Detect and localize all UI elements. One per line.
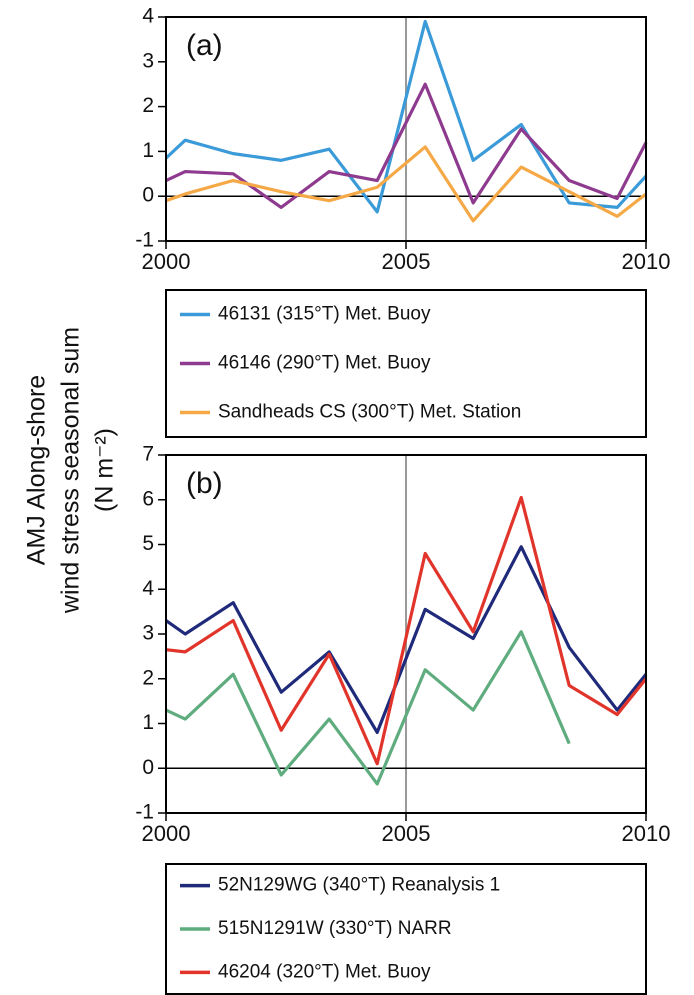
y-tick-label: 5 — [142, 532, 154, 555]
plot-frame — [165, 16, 647, 242]
data-line — [164, 19, 648, 214]
legend-label: 46131 (315°T) Met. Buoy — [218, 304, 431, 325]
y-tick-label: 2 — [142, 94, 154, 117]
legend-label: 515N1291W (330°T) NARR — [218, 918, 452, 939]
legend-label: 46146 (290°T) Met. Buoy — [218, 353, 431, 374]
data-line — [165, 82, 648, 209]
y-tick-label: -1 — [135, 801, 154, 824]
legend-box — [165, 863, 647, 995]
legend-label: 46204 (320°T) Met. Buoy — [218, 961, 431, 982]
y-axis-title: AMJ Along-shore wind stress seasonal sum… — [23, 327, 119, 614]
y-tick-label: -1 — [135, 229, 154, 252]
x-tick-label: 2000 — [142, 249, 191, 274]
y-axis-title-line: wind stress seasonal sum — [57, 327, 85, 614]
legend-box — [165, 289, 647, 438]
legend-label: Sandheads CS (300°T) Met. Station — [218, 402, 521, 423]
y-axis-title-line: AMJ Along-shore — [23, 375, 51, 565]
y-tick-label: 4 — [142, 5, 154, 28]
y-tick-label: 6 — [142, 487, 154, 510]
data-line — [165, 545, 648, 735]
x-tick-label: 2005 — [382, 249, 431, 274]
y-tick-label: 3 — [142, 49, 154, 72]
y-tick-label: 2 — [142, 666, 154, 689]
plot-frame — [165, 454, 647, 814]
panel-label: (b) — [186, 467, 223, 500]
panel-label: (a) — [186, 29, 223, 62]
data-line — [165, 145, 647, 223]
y-tick-label: 7 — [142, 443, 154, 466]
y-tick-label: 3 — [142, 622, 154, 645]
y-tick-label: 1 — [142, 139, 154, 162]
y-tick-label: 1 — [142, 711, 154, 734]
data-line — [165, 630, 571, 786]
x-tick-label: 2000 — [142, 821, 191, 846]
y-axis-title-line: (N m⁻²) — [91, 428, 119, 512]
y-tick-label: 0 — [142, 756, 154, 779]
y-tick-label: 4 — [142, 577, 154, 600]
x-tick-label: 2010 — [622, 821, 671, 846]
legend-label: 52N129WG (340°T) Reanalysis 1 — [218, 875, 500, 896]
x-tick-label: 2010 — [622, 249, 671, 274]
x-tick-label: 2005 — [382, 821, 431, 846]
y-tick-label: 0 — [142, 184, 154, 207]
data-line — [165, 495, 648, 766]
